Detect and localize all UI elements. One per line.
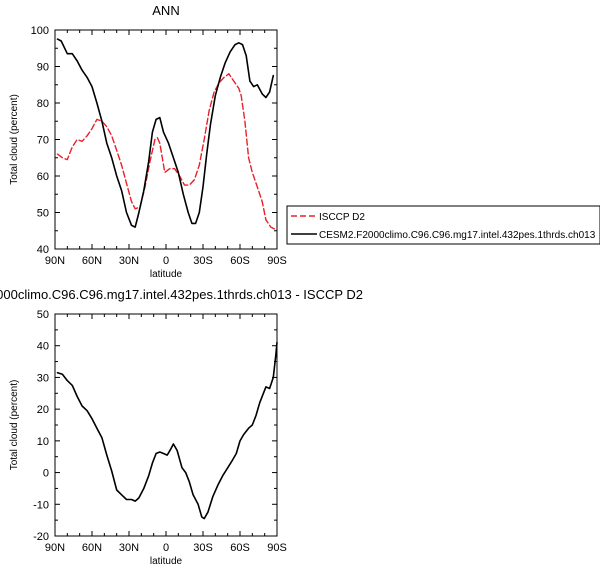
x-axis-label: latitude <box>150 269 183 280</box>
y-axis-label: Total cloud (percent) <box>9 94 20 185</box>
legend-box <box>286 205 600 245</box>
x-tick-label: 90S <box>267 542 287 554</box>
y-tick-label: 90 <box>37 62 49 74</box>
plot-frame <box>54 313 278 537</box>
x-tick-label: 60S <box>230 542 250 554</box>
y-tick-label: 50 <box>37 309 49 321</box>
y-tick-label: 80 <box>37 98 49 110</box>
x-tick-label: 30N <box>119 255 139 267</box>
y-tick-label: 60 <box>37 171 49 183</box>
y-tick-label: -20 <box>33 531 49 543</box>
y-tick-label: 0 <box>43 468 49 480</box>
x-tick-label: 60N <box>82 255 102 267</box>
y-tick-label: 100 <box>31 25 49 37</box>
x-tick-label: 90N <box>45 255 65 267</box>
x-tick-label: 0 <box>163 542 169 554</box>
series-line-0 <box>56 73 276 230</box>
x-tick-label: 60N <box>82 542 102 554</box>
series-line-0 <box>56 341 278 520</box>
y-tick-label: -10 <box>33 499 49 511</box>
bottom-panel: F2000climo.C96.C96.mg17.intel.432pes.1th… <box>0 287 363 567</box>
series-line-1 <box>56 38 275 228</box>
legend-label: ISCCP D2 <box>319 212 365 223</box>
legend-label: CESM2.F2000climo.C96.C96.mg17.intel.432p… <box>319 230 596 241</box>
chart-title: F2000climo.C96.C96.mg17.intel.432pes.1th… <box>0 287 363 302</box>
y-tick-label: 70 <box>37 135 49 147</box>
x-tick-label: 90S <box>267 255 287 267</box>
x-axis-label: latitude <box>150 556 183 567</box>
x-tick-label: 30S <box>193 255 213 267</box>
x-tick-label: 30N <box>119 542 139 554</box>
y-axis-label: Total cloud (percent) <box>9 380 20 471</box>
top-panel: ANN 90N 60N 30N 0 30S 60S 90S 40 50 60 70 80 90 100 lat… <box>9 3 600 280</box>
x-tick-label: 60S <box>230 255 250 267</box>
chart-title: ANN <box>152 3 179 18</box>
x-tick-label: 30S <box>193 542 213 554</box>
x-tick-label: 90N <box>45 542 65 554</box>
y-tick-label: 30 <box>37 372 49 384</box>
y-tick-label: 10 <box>37 436 49 448</box>
y-tick-label: 50 <box>37 208 49 220</box>
y-tick-label: 20 <box>37 404 49 416</box>
x-tick-label: 0 <box>163 255 169 267</box>
y-tick-label: 40 <box>37 341 49 353</box>
y-tick-label: 40 <box>37 244 49 256</box>
